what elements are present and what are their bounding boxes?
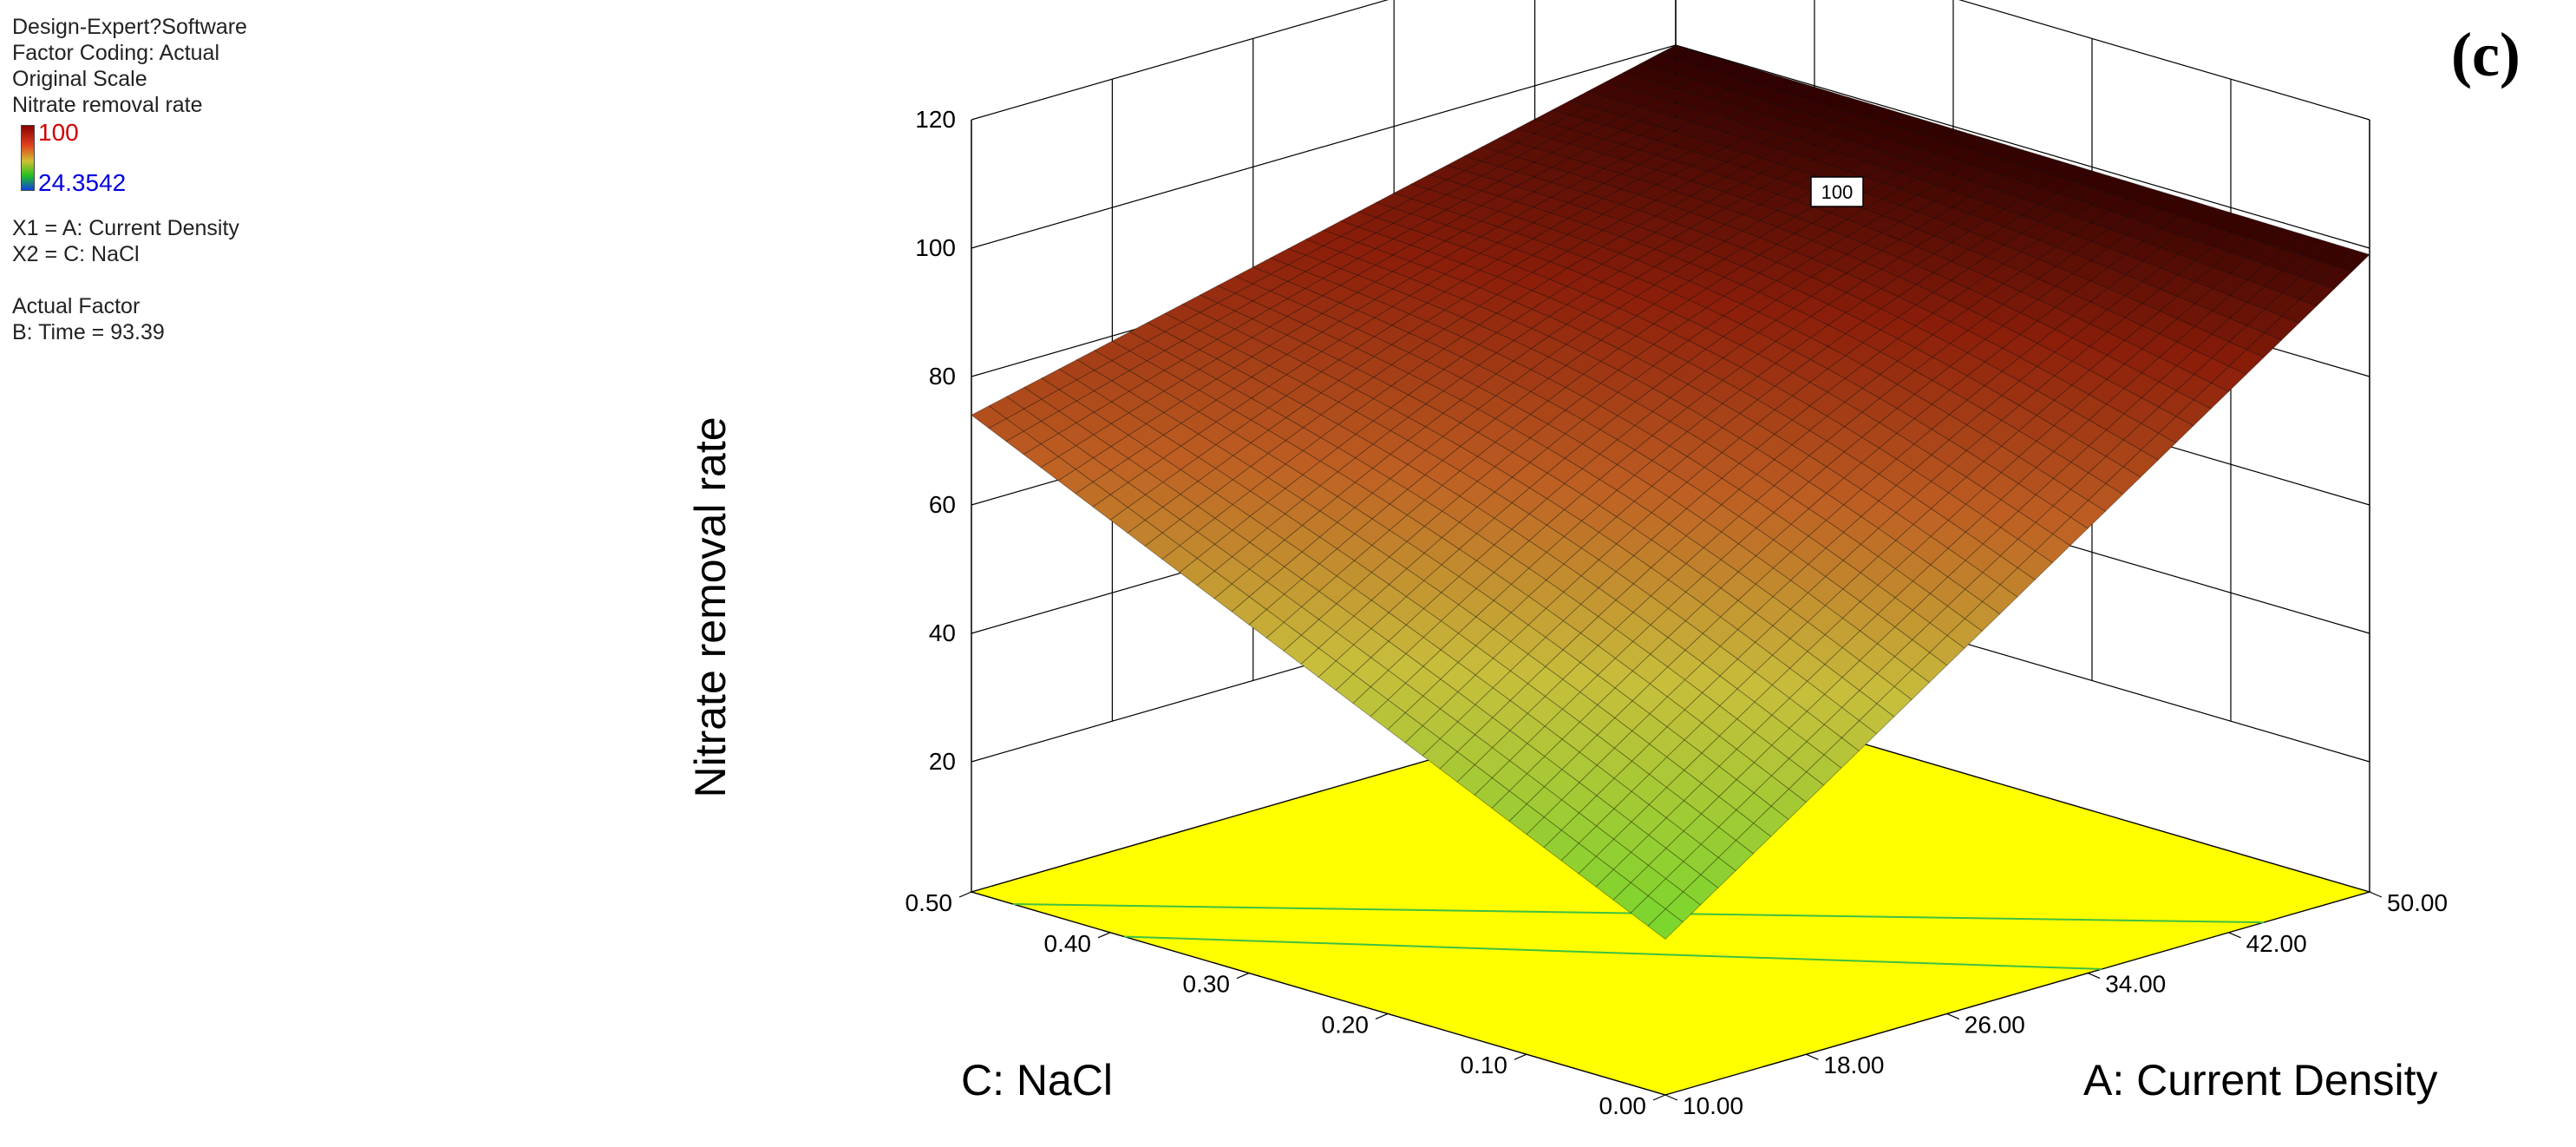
response-surface [971,44,2370,940]
x-tick-label: 42.00 [2246,930,2307,957]
axis-ticks: 20 40 60 80 100 120 0.00 0.10 0.20 0.30 0.40 0.50 10… [906,106,2449,1119]
peak-marker-label: 100 [1821,181,1854,203]
z-tick-label: 80 [929,363,956,390]
y-axis-title: C: NaCl [961,1056,1113,1104]
z-axis-title: Nitrate removal rate [686,416,735,797]
y-tick-label: 0.30 [1183,971,1231,998]
actual-factor-value: B: Time = 93.39 [12,320,165,344]
y-tick-label: 0.20 [1322,1011,1370,1038]
actual-factor-title: Actual Factor [12,294,141,318]
z-tick-label: 40 [929,619,956,646]
legend-min-label: 24.3542 [38,169,127,196]
color-legend-bar [21,125,35,191]
x-tick-label: 50.00 [2387,889,2448,916]
x1-factor-label: X1 = A: Current Density [12,216,239,240]
x-axis-title: A: Current Density [2083,1056,2437,1104]
axis-labels: Nitrate removal rate C: NaCl A: Current … [686,416,2437,1104]
y-tick-label: 0.10 [1461,1052,1508,1078]
color-legend: 100 24.3542 [12,119,376,196]
x-tick-label: 10.00 [1683,1092,1743,1119]
surface-cell [1657,44,1695,61]
floor-contour-line [1123,935,2102,970]
response-label: Nitrate removal rate [12,93,203,117]
wall-grid-line [971,0,2370,121]
y-tick-label: 0.50 [906,889,953,916]
z-tick-label: 60 [929,491,956,518]
y-tick-mark [1097,932,1111,939]
x-tick-mark [1946,1013,1960,1019]
panel-label: (c) [2451,20,2520,89]
z-tick-label: 120 [915,106,956,133]
x-tick-label: 18.00 [1823,1052,1884,1078]
plot-info-panel: Design-Expert?Software Factor Coding: Ac… [12,14,376,345]
z-tick-label: 100 [915,234,956,261]
y-tick-mark [1236,973,1250,980]
x-tick-mark [1806,1053,1819,1060]
x-tick-label: 26.00 [1965,1011,2025,1038]
x2-factor-label: X2 = C: NaCl [12,242,140,266]
z-tick-label: 20 [929,748,956,775]
y-tick-label: 0.00 [1599,1092,1647,1119]
x-tick-mark [2087,973,2101,980]
x-tick-mark [1664,1094,1678,1101]
x-tick-mark [2369,891,2383,898]
y-tick-label: 0.40 [1044,930,1092,957]
x-tick-label: 34.00 [2105,971,2166,998]
peak-marker: 100 [1810,176,1864,207]
y-tick-mark [1375,1013,1389,1019]
peak-marker-box [1810,176,1864,207]
legend-max-label: 100 [38,119,79,146]
x-tick-mark [2228,932,2241,939]
factor-coding-label: Factor Coding: Actual [12,41,220,65]
y-tick-mark [958,891,972,898]
y-tick-mark [1652,1094,1666,1101]
scale-label: Original Scale [12,67,147,91]
y-tick-mark [1514,1053,1527,1060]
software-label: Design-Expert?Software [12,15,247,39]
